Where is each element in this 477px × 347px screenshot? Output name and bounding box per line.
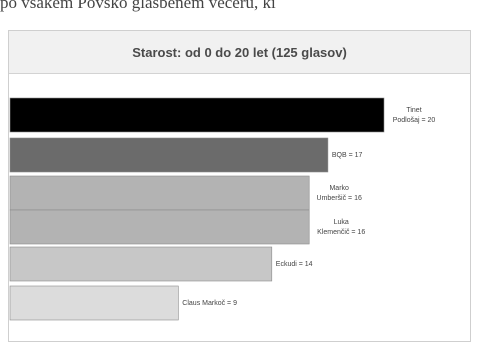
bar-5 bbox=[9, 246, 273, 282]
bar-1 bbox=[9, 97, 385, 133]
bar-label-2: BQB = 17 bbox=[332, 152, 363, 159]
bar-label-4: Luka Klemenčič = 16 bbox=[317, 219, 365, 236]
chart-title-bar: Starost: od 0 do 20 let (125 glasov) bbox=[9, 31, 470, 74]
chart-title: Starost: od 0 do 20 let (125 glasov) bbox=[132, 44, 347, 60]
bar-label-3: Marko Umberšič = 16 bbox=[317, 185, 362, 202]
bar-label-6: Claus Markoč = 9 bbox=[182, 300, 237, 307]
bar-label-5: Eckudi = 14 bbox=[276, 261, 313, 268]
page-header-text: po vsakem Povsko glasbenem večeru, ki bbox=[0, 0, 276, 12]
bar-4 bbox=[9, 209, 310, 245]
bar-label-1: Tinet Podlošaj = 20 bbox=[393, 107, 436, 124]
bar-2 bbox=[9, 137, 329, 173]
bar-6 bbox=[9, 285, 179, 321]
bar-3 bbox=[9, 175, 310, 211]
